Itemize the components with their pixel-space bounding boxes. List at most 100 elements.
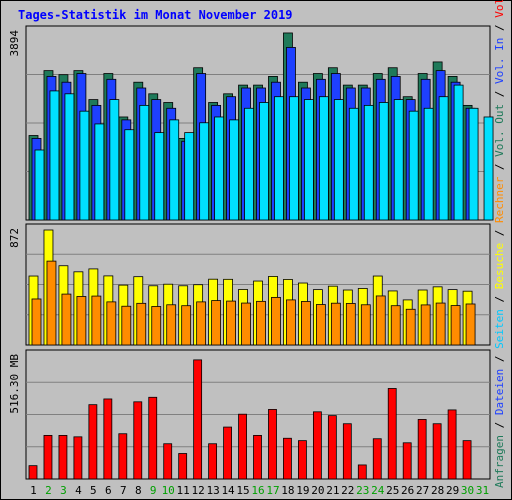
day-label-12: 12	[192, 484, 205, 497]
ymax-label-middle: 872	[8, 228, 21, 248]
right-legend: Anfragen / Dateien / Seiten / Besuche / …	[493, 0, 506, 488]
bar-rechner-day-6	[106, 301, 117, 346]
bar-volumen-day-1	[28, 465, 38, 480]
bar-rechner-day-14	[226, 300, 236, 346]
bar-volumen-day-10	[163, 443, 173, 480]
bar-volumen-day-13	[208, 443, 218, 480]
bar-seiten-day-8	[139, 104, 150, 221]
bar-volumen-day-29	[447, 409, 457, 480]
legend-entry: Rechner	[493, 176, 506, 223]
bar-volumen-day-28	[432, 423, 442, 480]
bar-rechner-day-21	[330, 302, 341, 346]
legend-entry: Seiten	[493, 309, 506, 349]
bar-seiten-day-1	[34, 149, 45, 221]
bar-volumen-day-18	[283, 437, 292, 480]
bar-rechner-day-16	[256, 300, 266, 346]
bar-volumen-day-5	[88, 404, 98, 480]
bar-seiten-day-15	[244, 107, 254, 221]
bar-seiten-day-22	[348, 107, 359, 221]
day-label-5: 5	[90, 484, 97, 497]
bar-rechner-day-1	[31, 298, 42, 346]
bar-volumen-day-22	[342, 423, 352, 480]
bar-rechner-day-13	[211, 300, 222, 346]
bar-seiten-day-2	[49, 90, 60, 221]
day-label-4: 4	[75, 484, 82, 497]
bar-rechner-day-22	[345, 303, 356, 346]
ymax-label-top: 3894	[8, 30, 21, 57]
bar-rechner-day-5	[91, 295, 102, 346]
bar-rechner-day-2	[46, 260, 57, 346]
legend-entry: Vol. Out	[493, 104, 506, 157]
bar-rechner-day-23	[360, 304, 371, 346]
bar-volumen-day-8	[133, 401, 143, 480]
day-label-11: 11	[177, 484, 190, 497]
bar-seiten-day-29	[453, 84, 464, 221]
bar-rechner-day-10	[166, 304, 177, 346]
bar-seiten-day-14	[229, 119, 239, 221]
bar-rechner-day-20	[315, 304, 326, 346]
bar-rechner-day-18	[286, 299, 296, 346]
bar-rechner-day-7	[121, 305, 132, 346]
bar-rechner-day-19	[301, 301, 311, 346]
day-label-1: 1	[30, 484, 37, 497]
bar-volumen-day-4	[73, 436, 83, 480]
day-label-15: 15	[236, 484, 249, 497]
bar-seiten-day-7	[124, 129, 135, 221]
bar-seiten-day-25	[393, 99, 404, 221]
day-label-19: 19	[296, 484, 309, 497]
day-label-10: 10	[162, 484, 175, 497]
day-label-6: 6	[105, 484, 112, 497]
bar-volumen-day-30	[462, 440, 472, 480]
day-label-13: 13	[206, 484, 219, 497]
bar-seiten-day-11	[184, 132, 195, 221]
legend-entry: /	[493, 223, 506, 243]
bar-volumen-day-7	[118, 433, 128, 480]
day-label-16: 16	[251, 484, 264, 497]
bar-seiten-day-18	[289, 96, 299, 221]
day-label-23: 23	[356, 484, 369, 497]
day-label-24: 24	[371, 484, 385, 497]
day-label-9: 9	[150, 484, 157, 497]
bar-volumen-day-6	[103, 398, 113, 480]
bar-volumen-day-12	[193, 359, 203, 480]
bar-rechner-day-3	[61, 293, 72, 346]
bar-seiten-day-16	[259, 102, 269, 221]
legend-entry: Anfragen	[493, 435, 506, 488]
bar-rechner-day-15	[241, 302, 251, 346]
bar-rechner-day-9	[151, 306, 162, 346]
bar-rechner-day-27	[420, 304, 431, 346]
bar-seiten-day-4	[79, 110, 90, 221]
day-label-31: 31	[476, 484, 489, 497]
legend-entry: Besuche	[493, 243, 506, 289]
legend-entry: /	[493, 18, 506, 38]
day-label-27: 27	[416, 484, 429, 497]
legend-entry: Vol. In	[493, 38, 506, 84]
bar-volumen-day-9	[148, 396, 158, 480]
day-label-18: 18	[281, 484, 294, 497]
bar-volumen-day-24	[372, 438, 382, 480]
bar-seiten-day-30	[468, 107, 479, 221]
legend-entry: Dateien	[493, 369, 506, 415]
bar-rechner-day-8	[136, 302, 147, 346]
bar-seiten-day-17	[274, 96, 284, 221]
bar-rechner-day-29	[450, 305, 461, 346]
bar-seiten-day-6	[109, 99, 120, 221]
day-label-20: 20	[311, 484, 324, 497]
bar-rechner-day-12	[196, 301, 207, 346]
legend-entry: /	[493, 415, 506, 435]
bar-seiten-day-26	[408, 110, 419, 221]
bar-rechner-day-17	[271, 296, 281, 346]
day-label-8: 8	[135, 484, 142, 497]
legend-entry: Volumen	[493, 0, 506, 18]
bar-rechner-day-28	[435, 302, 446, 346]
bar-volumen-day-25	[387, 388, 397, 480]
day-label-25: 25	[386, 484, 399, 497]
bar-seiten-day-3	[64, 93, 75, 221]
ymax-label-bottom: 516.30 MB	[8, 354, 21, 414]
bar-volumen-day-27	[417, 419, 427, 480]
bar-seiten-day-21	[333, 99, 344, 221]
bar-volumen-day-20	[312, 411, 322, 480]
bar-volumen-day-17	[268, 409, 277, 480]
bar-seiten-day-19	[304, 99, 314, 221]
